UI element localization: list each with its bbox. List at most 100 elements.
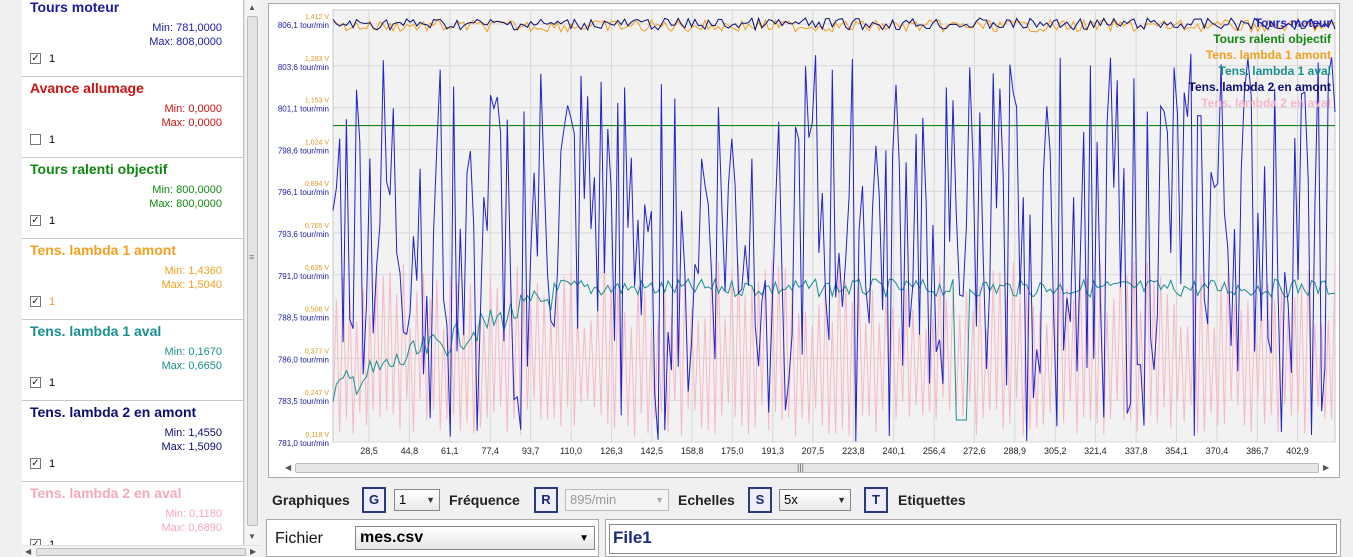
sensor-item[interactable]: Tours ralenti objectif Min: 800,0000 Max: … [22, 158, 244, 239]
y-tick-label-rpm: 783,5 tour/min [278, 397, 329, 406]
y-tick-label-volt: 1,153 V [305, 98, 329, 105]
x-tick-label: 305,2 [1044, 446, 1067, 456]
sensor-name: Tens. lambda 1 amont [30, 242, 176, 258]
y-tick-label-volt: 0,765 V [305, 223, 329, 230]
scroll-left-icon[interactable]: ◀ [25, 547, 31, 556]
sensor-list-vertical-scrollbar[interactable]: ▲ ≡ ▼ [244, 0, 260, 545]
sensor-item[interactable]: Tours moteur Min: 781,0000 Max: 808,0000 ✓ 1 [22, 0, 244, 77]
sensor-name: Tours ralenti objectif [30, 161, 167, 177]
y-tick-label-volt: 0,377 V [305, 348, 329, 355]
scroll-down-icon[interactable]: ▼ [248, 532, 256, 541]
legend-entry: Tens. lambda 1 aval [1219, 64, 1332, 78]
sensor-min: Min: 0,1180 [165, 508, 222, 520]
sensor-index: 1 [49, 215, 55, 227]
y-tick-label-rpm: 791,0 tour/min [278, 272, 329, 281]
sensor-index: 1 [49, 53, 55, 65]
file-selected-value: mes.csv [360, 529, 423, 546]
chevron-down-icon: ▼ [837, 490, 846, 510]
sensor-list-horizontal-scrollbar[interactable]: ◀ ▶ [22, 545, 260, 557]
y-tick-label-volt: 1,412 V [305, 14, 329, 21]
sensor-checkbox[interactable]: ✓ [30, 296, 41, 307]
sensor-max: Max: 0,0000 [161, 117, 222, 129]
y-tick-label-volt: 0,247 V [305, 390, 329, 397]
scroll-right-icon[interactable]: ▶ [250, 547, 256, 556]
legend-entry: Tens. lambda 1 amont [1206, 48, 1331, 62]
y-tick-label-rpm: 786,0 tour/min [278, 355, 329, 364]
x-tick-label: 288,9 [1004, 446, 1027, 456]
sensor-checkbox[interactable]: ✓ [30, 377, 41, 388]
graphiques-label: Graphiques [272, 492, 350, 508]
sensor-item[interactable]: Avance allumage Min: 0,0000 Max: 0,0000 1 [22, 77, 244, 158]
sensor-index: 1 [49, 296, 55, 308]
x-tick-label: 110,0 [560, 446, 582, 456]
legend-entry: Tours ralenti objectif [1213, 32, 1332, 46]
scroll-right-icon[interactable]: ▶ [1323, 463, 1329, 472]
sensor-max: Max: 800,0000 [149, 198, 222, 210]
x-tick-label: 191,3 [761, 446, 784, 456]
sensor-item[interactable]: Tens. lambda 1 amont Min: 1,4360 Max: 1,50… [22, 239, 244, 320]
echelles-select[interactable]: 5x ▼ [779, 489, 851, 511]
sensor-item[interactable]: Tens. lambda 2 en amont Min: 1,4550 Max: 1… [22, 401, 244, 482]
y-tick-label-volt: 0,506 V [305, 307, 329, 314]
echelles-key-button[interactable]: S [748, 487, 772, 513]
file-name-panel: File1 [605, 519, 1341, 557]
y-tick-label-rpm: 796,1 tour/min [278, 188, 329, 197]
sensor-name: Tens. lambda 2 en amont [30, 404, 196, 420]
sensor-item[interactable]: Tens. lambda 2 en aval Min: 0,1180 Max: 0,… [22, 482, 244, 545]
scroll-thumb[interactable] [295, 463, 1319, 473]
chart-toolbar: Graphiques G 1 ▼ Fréquence R 895/min ▼ E… [268, 487, 1348, 513]
graphiques-select[interactable]: 1 ▼ [394, 489, 440, 511]
sensor-min: Min: 0,0000 [165, 103, 222, 115]
y-tick-label-rpm: 798,6 tour/min [278, 146, 329, 155]
x-tick-label: 158,8 [681, 446, 704, 456]
x-tick-label: 354,1 [1165, 446, 1188, 456]
legend-entry: Tours moteur [1255, 16, 1332, 30]
sensor-item[interactable]: Tens. lambda 1 aval Min: 0,1670 Max: 0,665… [22, 320, 244, 401]
x-tick-label: 207,5 [802, 446, 825, 456]
sensor-checkbox[interactable] [30, 134, 41, 145]
scroll-up-icon[interactable]: ▲ [248, 3, 256, 12]
x-tick-label: 337,8 [1125, 446, 1148, 456]
sensor-name: Tours moteur [30, 0, 119, 15]
sensor-min: Min: 800,0000 [152, 184, 222, 196]
grip-icon: ≡ [249, 252, 254, 262]
x-tick-label: 223,8 [842, 446, 865, 456]
y-tick-label-rpm: 781,0 tour/min [278, 439, 329, 448]
file-name-field[interactable]: File1 [609, 524, 1337, 554]
y-tick-label-volt: 0,118 V [305, 432, 329, 439]
etiquettes-key-button[interactable]: T [864, 487, 888, 513]
sensor-max: Max: 1,5090 [161, 441, 222, 453]
sensor-max: Max: 808,0000 [149, 36, 222, 48]
x-tick-label: 240,1 [883, 446, 906, 456]
x-tick-label: 44,8 [401, 446, 419, 456]
x-tick-label: 77,4 [481, 446, 499, 456]
x-tick-label: 370,4 [1206, 446, 1229, 456]
graphiques-key-button[interactable]: G [362, 487, 386, 513]
chevron-down-icon: ▼ [655, 490, 664, 510]
sensor-checkbox[interactable]: ✓ [30, 53, 41, 64]
y-tick-label-rpm: 803,6 tour/min [278, 63, 329, 72]
scroll-thumb[interactable] [247, 16, 258, 526]
frequence-key-button[interactable]: R [534, 487, 558, 513]
sensor-max: Max: 0,6890 [161, 522, 222, 534]
chart-horizontal-scrollbar[interactable]: ◀ ||| ▶ [283, 462, 1331, 474]
y-tick-label-rpm: 806,1 tour/min [278, 21, 329, 30]
frequence-value: 895/min [570, 492, 616, 507]
y-tick-label-volt: 1,024 V [305, 139, 329, 146]
sensor-name: Tens. lambda 1 aval [30, 323, 161, 339]
y-tick-label-rpm: 801,1 tour/min [278, 105, 329, 114]
legend-entry: Tens. lambda 2 en amont [1189, 80, 1331, 94]
grip-icon: ||| [797, 462, 804, 472]
sensor-checkbox[interactable]: ✓ [30, 458, 41, 469]
chevron-down-icon: ▼ [426, 490, 435, 510]
scroll-left-icon[interactable]: ◀ [285, 463, 291, 472]
frequence-select[interactable]: 895/min ▼ [565, 489, 669, 511]
x-tick-label: 93,7 [522, 446, 540, 456]
legend-entry: Tens. lambda 2 en aval [1201, 96, 1331, 110]
sensor-min: Min: 781,0000 [152, 22, 222, 34]
sensor-checkbox[interactable]: ✓ [30, 215, 41, 226]
scroll-thumb[interactable] [36, 548, 246, 556]
file-select[interactable]: mes.csv ▼ [355, 526, 595, 550]
x-tick-label: 272,6 [963, 446, 986, 456]
